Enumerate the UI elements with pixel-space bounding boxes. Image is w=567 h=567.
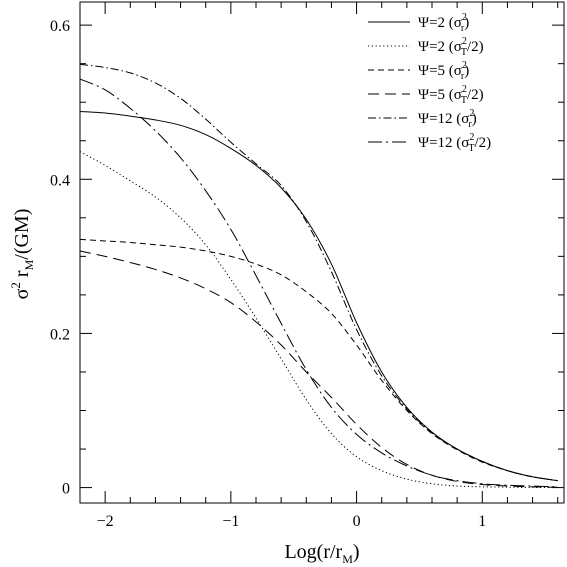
y-axis-label: σ2 rM/(GM) — [8, 209, 36, 300]
series-line-1 — [79, 110, 558, 482]
y-tick-label: 0.4 — [50, 172, 70, 189]
series-line-4 — [79, 250, 558, 488]
legend-entry-2: Ψ=2 (σ2 T/2) — [418, 36, 484, 58]
legend-entry-3: Ψ=5 (σ2 r) — [418, 60, 469, 82]
x-tick-label: −1 — [222, 513, 239, 530]
series-layer — [79, 63, 558, 489]
axis-ticks: −2 −1 0 1 0 0.2 0.4 0.6 — [50, 2, 564, 530]
x-tick-label: −2 — [97, 513, 114, 530]
x-tick-label: 0 — [353, 513, 361, 530]
series-line-3 — [79, 238, 558, 482]
legend: Ψ=2 (σ2 r)Ψ=2 (σ2 T/2)Ψ=5 (σ2 r)Ψ=5 (σ2 T/2)… — [368, 12, 491, 154]
x-tick-label: 1 — [478, 513, 486, 530]
series-line-5 — [79, 63, 558, 482]
plot-frame — [79, 1, 565, 504]
legend-entry-1: Ψ=2 (σ2 r) — [418, 12, 469, 34]
y-tick-label: 0.2 — [50, 326, 70, 343]
legend-entry-4: Ψ=5 (σ2 T/2) — [418, 84, 484, 106]
legend-entry-5: Ψ=12 (σ2 r) — [418, 108, 477, 130]
legend-entry-6: Ψ=12 (σ2 T/2) — [418, 132, 491, 154]
x-axis-label: Log(r/rM) — [284, 541, 359, 566]
series-line-2 — [79, 151, 558, 489]
y-tick-label: 0 — [62, 481, 70, 498]
y-tick-label: 0.6 — [50, 18, 70, 35]
